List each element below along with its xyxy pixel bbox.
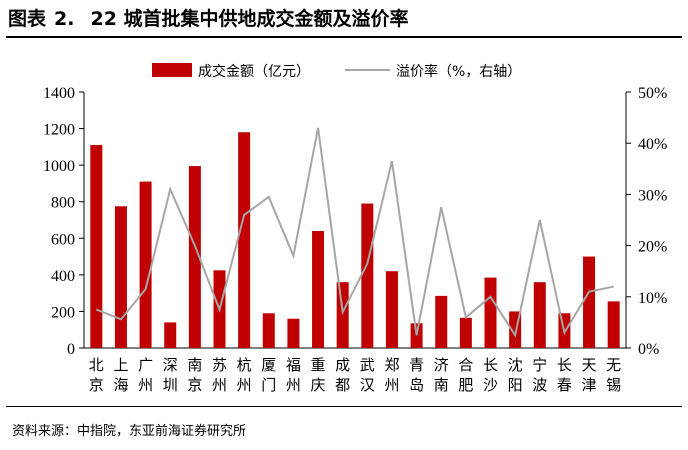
category-label: 州 [212,376,227,394]
left-tick-label: 1000 [43,158,75,175]
legend-bar-label: 成交金额（亿元） [198,63,310,80]
figure-title: 图表 2. 22 城首批集中供地成交金额及溢价率 [8,6,409,32]
category-label: 武 [360,356,375,374]
category-label: 郑 [384,356,399,374]
left-tick-label: 1400 [43,85,75,102]
category-label: 圳 [163,376,178,394]
figure-label: 图表 [8,8,47,30]
axes: 0 200 400 600 800 1000 1200 1400 0% 10% 20% 30% 40% 5… [43,85,667,358]
category-label: 北 [89,356,104,374]
category-label: 无 [606,356,621,374]
right-tick-label: 30% [638,187,667,204]
left-tick-label: 600 [51,231,75,248]
category-label: 青 [409,356,424,374]
bar-无锡 [607,301,620,348]
category-label: 庆 [311,376,326,394]
category-label: 重 [311,356,326,374]
bar-成都 [336,282,349,348]
category-label: 济 [434,356,449,374]
category-label: 阳 [508,376,523,394]
category-label: 锡 [606,376,621,394]
category-label: 岛 [409,376,424,394]
bar-郑州 [385,271,398,348]
category-label: 京 [187,376,202,394]
bar-青岛 [410,323,423,348]
bar-杭州 [238,132,251,348]
bar-厦门 [262,313,275,348]
left-tick-label: 400 [51,268,75,285]
bar-天津 [583,256,596,348]
right-tick-label: 40% [638,136,667,153]
category-label: 肥 [458,376,473,394]
category-label: 长 [483,356,498,374]
category-label: 波 [532,376,547,394]
bar-福州 [287,318,300,348]
category-label: 成 [335,356,350,374]
left-tick-label: 1200 [43,122,75,139]
left-tick-label: 800 [51,195,75,212]
right-tick-label: 50% [638,85,667,102]
category-label: 杭 [237,356,252,374]
bar-合肥 [459,317,472,348]
bar-济南 [435,295,448,348]
category-label: 州 [286,376,301,394]
bar-北京 [90,145,103,348]
bar-南京 [188,166,201,348]
line-series [95,127,614,338]
category-label: 春 [557,376,572,394]
category-label: 广 [138,356,153,374]
category-label: 津 [582,376,597,394]
category-label: 南 [187,356,202,374]
category-label: 南 [434,376,449,394]
figure-title-text: 22 城首批集中供地成交金额及溢价率 [90,8,409,30]
category-label: 门 [261,376,276,394]
category-label: 州 [138,376,153,394]
category-label: 深 [163,356,178,374]
bar-series [90,132,620,348]
category-labels: 北京上海广州深圳南京苏州杭州厦门福州重庆成都武汉郑州青岛济南合肥长沙沈阳宁波长春… [89,356,621,394]
bar-长沙 [484,277,497,348]
combo-chart: 成交金额（亿元） 溢价率（%，右轴） 0 200 400 600 800 1000 1200… [43,63,667,394]
bar-广州 [139,181,152,348]
bar-重庆 [312,230,325,348]
category-label: 福 [286,356,301,374]
legend: 成交金额（亿元） 溢价率（%，右轴） [152,63,521,80]
legend-line-label: 溢价率（%，右轴） [396,63,521,80]
category-label: 上 [113,356,128,374]
category-label: 合 [458,356,473,374]
legend-bar-swatch [152,63,192,77]
source-rule [6,406,682,407]
category-label: 京 [89,376,104,394]
right-tick-label: 0% [638,341,659,358]
category-label: 沙 [483,376,498,394]
category-label: 长 [557,356,572,374]
bar-宁波 [533,282,546,348]
bar-上海 [114,206,127,348]
category-label: 海 [113,376,128,394]
category-label: 都 [335,376,350,394]
left-tick-label: 200 [51,304,75,321]
right-tick-label: 20% [638,239,667,256]
category-label: 汉 [360,376,375,394]
title-rule [6,36,682,38]
category-label: 天 [582,356,597,374]
bar-武汉 [361,203,374,348]
category-label: 州 [237,376,252,394]
premium-rate-line [95,127,614,338]
category-label: 沈 [508,356,523,374]
figure-number: 2. [54,8,75,30]
category-label: 州 [384,376,399,394]
category-label: 厦 [261,356,276,374]
left-tick-label: 0 [67,341,75,358]
category-label: 宁 [532,356,547,374]
category-label: 苏 [212,356,227,374]
bar-深圳 [164,322,177,348]
right-tick-label: 10% [638,290,667,307]
source-note: 资料来源：中指院，东亚前海证券研究所 [12,424,247,439]
